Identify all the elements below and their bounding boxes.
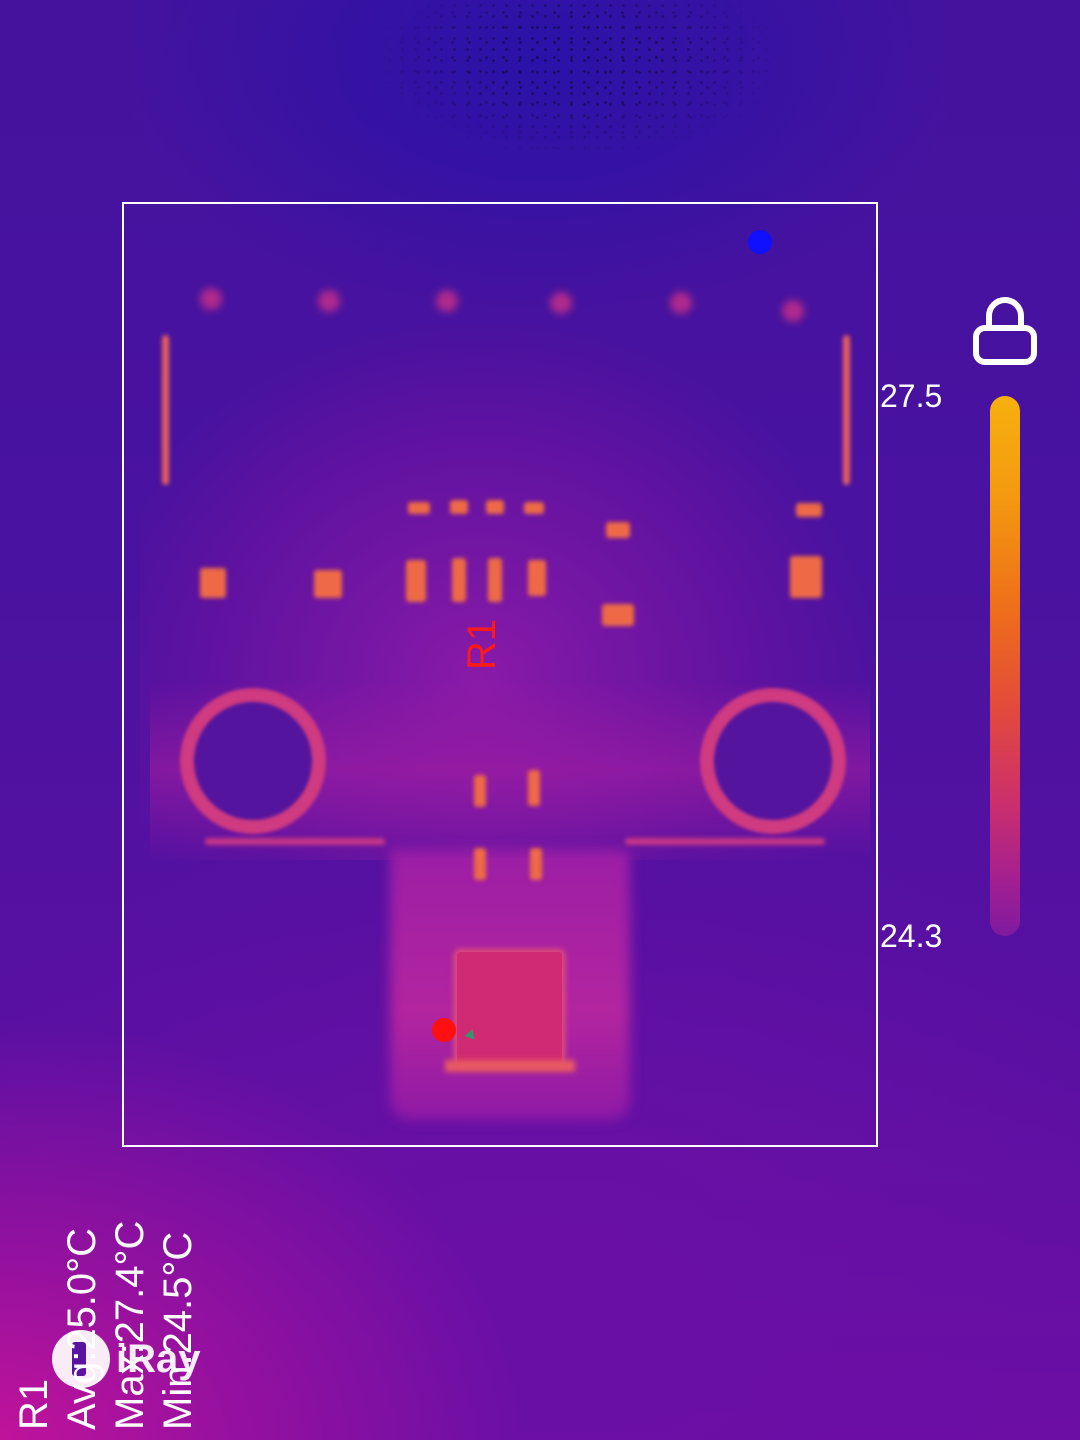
smd-component <box>790 556 822 598</box>
bottom-left-trace <box>205 838 385 845</box>
left-edge-strip <box>162 335 169 485</box>
smd-component <box>796 503 822 517</box>
smd-component <box>488 558 502 602</box>
scale-min-label: 24.3 <box>880 918 943 954</box>
header-pin <box>550 292 572 314</box>
smd-component <box>314 570 342 598</box>
header-pin <box>436 290 458 312</box>
smd-component <box>408 502 430 514</box>
temperature-scale-bar <box>990 396 1020 936</box>
smd-component <box>200 568 226 598</box>
hot-component-pad <box>457 952 562 1064</box>
header-pin <box>670 292 692 314</box>
smd-component <box>528 560 546 596</box>
header-pin <box>200 288 222 310</box>
hot-pad-edge <box>445 1060 575 1072</box>
brand-logo-icon <box>52 1330 110 1388</box>
right-edge-strip <box>843 335 850 485</box>
stats-minimum: Min:24.5°C <box>156 1231 200 1430</box>
brand-name: iRay <box>116 1336 201 1381</box>
stats-average: Avg:25.0°C <box>60 1227 104 1430</box>
max-temperature-marker <box>432 1018 456 1042</box>
smd-component <box>530 848 542 880</box>
header-pin <box>782 300 804 322</box>
header-pin <box>318 290 340 312</box>
smd-component <box>474 848 486 880</box>
roi-rectangle[interactable] <box>122 202 878 1147</box>
roi-label: R1 <box>460 618 504 670</box>
lock-icon[interactable] <box>972 294 1038 366</box>
smd-component <box>524 502 544 514</box>
brand-watermark: iRay <box>52 1330 201 1388</box>
smd-component <box>450 500 468 514</box>
smd-component <box>452 558 466 602</box>
smd-component <box>486 500 504 514</box>
smd-component <box>474 775 486 807</box>
smd-component <box>606 522 630 538</box>
scale-max-label: 27.5 <box>880 378 943 414</box>
smd-component <box>602 604 634 626</box>
smd-component <box>406 560 426 602</box>
sensor-noise-area <box>370 0 790 200</box>
min-temperature-marker <box>748 230 772 254</box>
stats-roi-name: R1 <box>12 1378 56 1430</box>
stats-maximum: Max:27.4°C <box>108 1220 152 1430</box>
smd-component <box>528 770 540 806</box>
roi-statistics: R1 Avg:25.0°C Max:27.4°C Min:24.5°C <box>10 1221 202 1430</box>
bottom-right-trace <box>625 838 825 845</box>
